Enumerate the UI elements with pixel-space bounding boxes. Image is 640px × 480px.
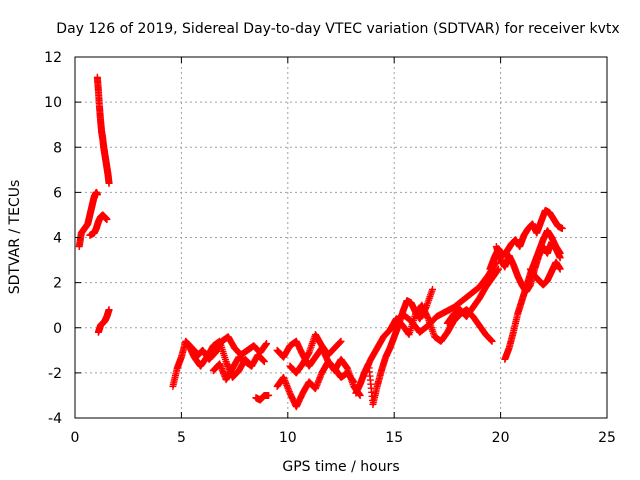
data-point [556,265,564,273]
data-point [488,337,496,345]
y-tick-label: -2 [48,366,62,382]
data-point [494,265,502,273]
data-point [248,362,256,370]
y-tick-label: 8 [53,140,62,156]
x-tick-label: 5 [177,430,186,446]
x-axis-label: GPS time / hours [282,459,399,475]
data-point [429,285,437,293]
data-point [350,378,358,386]
y-axis-label: SDTVAR / TECUs [7,180,23,295]
y-tick-label: 10 [44,95,62,111]
data-point [558,224,566,232]
y-tick-label: 0 [53,321,62,337]
data-points [75,73,566,411]
data-point [556,249,564,257]
data-point [93,191,101,199]
chart-title: Day 126 of 2019, Sidereal Day-to-day VTE… [56,21,619,37]
y-tick-label: 12 [44,50,62,66]
y-tick-label: 2 [53,276,62,292]
data-point [337,337,345,345]
x-tick-label: 20 [492,430,510,446]
axis-ticks: 0 5 10 15 20 25 -4 -2 0 2 4 6 8 10 12 [44,50,616,446]
data-point [263,340,271,348]
x-tick-label: 0 [71,430,80,446]
data-point [356,391,364,399]
data-point [105,179,113,187]
x-tick-label: 25 [598,430,616,446]
y-tick-label: 4 [53,231,62,247]
data-point [260,358,268,366]
y-tick-label: -4 [48,411,62,427]
x-tick-label: 15 [385,430,403,446]
data-point [265,391,273,399]
x-tick-label: 10 [279,430,297,446]
data-point [105,306,113,314]
y-tick-label: 6 [53,185,62,201]
data-point [103,215,111,223]
